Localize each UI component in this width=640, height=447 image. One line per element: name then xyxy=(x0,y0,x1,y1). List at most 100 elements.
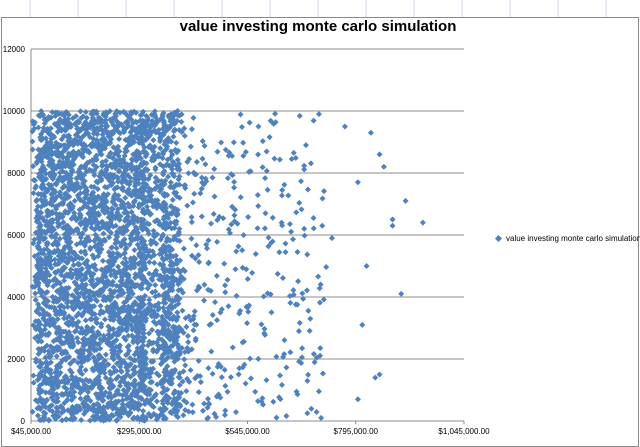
data-point xyxy=(214,238,221,245)
data-point xyxy=(120,126,127,133)
data-point xyxy=(52,234,59,241)
data-point xyxy=(134,215,141,222)
data-point xyxy=(59,290,66,297)
data-point xyxy=(104,361,111,368)
outlier-point xyxy=(398,290,405,297)
data-point xyxy=(113,332,120,339)
data-point xyxy=(149,326,156,333)
data-point xyxy=(82,382,89,389)
data-point xyxy=(34,228,41,235)
data-point xyxy=(254,225,261,232)
data-point xyxy=(47,381,54,388)
data-point xyxy=(88,206,95,213)
data-point xyxy=(68,397,75,404)
data-point xyxy=(226,230,233,237)
data-point xyxy=(90,413,97,420)
data-point xyxy=(128,111,135,118)
data-point xyxy=(129,127,136,134)
data-point xyxy=(112,222,119,229)
data-point xyxy=(301,232,308,239)
data-point xyxy=(152,164,159,171)
data-point xyxy=(98,307,105,314)
data-point xyxy=(176,225,183,232)
data-point xyxy=(41,193,48,200)
data-point xyxy=(81,335,88,342)
data-point xyxy=(106,416,113,423)
data-point xyxy=(71,293,78,300)
data-point xyxy=(78,417,85,424)
data-point xyxy=(74,183,81,190)
data-point xyxy=(111,163,118,170)
data-point xyxy=(45,330,52,337)
data-point xyxy=(39,215,46,222)
data-point xyxy=(198,213,205,220)
data-point xyxy=(68,158,75,165)
data-point xyxy=(277,372,284,379)
data-point xyxy=(71,328,78,335)
data-point xyxy=(30,240,37,247)
data-point xyxy=(76,255,83,262)
data-point xyxy=(140,136,147,143)
data-point xyxy=(96,248,103,255)
data-point xyxy=(38,330,45,337)
data-point xyxy=(56,235,63,242)
data-point xyxy=(52,270,59,277)
data-point xyxy=(114,119,121,126)
data-point xyxy=(167,380,174,387)
data-point xyxy=(71,389,78,396)
data-point xyxy=(181,356,188,363)
data-point xyxy=(109,350,116,357)
data-point xyxy=(240,139,247,146)
data-point xyxy=(195,357,202,364)
data-point xyxy=(174,206,181,213)
data-point xyxy=(160,231,167,238)
data-point xyxy=(82,163,89,170)
data-point xyxy=(239,247,246,254)
data-point xyxy=(65,250,72,257)
data-point xyxy=(85,199,92,206)
data-point xyxy=(254,191,261,198)
data-point xyxy=(79,230,86,237)
data-point xyxy=(146,374,153,381)
data-point xyxy=(164,126,171,133)
data-point xyxy=(109,382,116,389)
data-point xyxy=(229,344,236,351)
data-point xyxy=(145,230,152,237)
data-point xyxy=(263,377,270,384)
data-point xyxy=(154,381,161,388)
data-point xyxy=(268,239,275,246)
data-point xyxy=(179,307,186,314)
data-point xyxy=(103,206,110,213)
data-point xyxy=(235,243,242,250)
data-point xyxy=(211,193,218,200)
data-point xyxy=(75,310,82,317)
data-point xyxy=(140,362,147,369)
data-point xyxy=(83,203,90,210)
data-point xyxy=(37,395,44,402)
data-point xyxy=(123,180,130,187)
data-point xyxy=(33,207,40,214)
data-point xyxy=(121,266,128,273)
data-point xyxy=(185,170,192,177)
data-point xyxy=(35,124,42,131)
data-point xyxy=(130,337,137,344)
data-point xyxy=(76,261,83,268)
data-point xyxy=(48,402,55,409)
data-point xyxy=(170,128,177,135)
data-point xyxy=(35,245,42,252)
data-point xyxy=(209,174,216,181)
data-point xyxy=(169,166,176,173)
data-point xyxy=(101,357,108,364)
data-point xyxy=(118,242,125,249)
data-point xyxy=(178,111,185,118)
data-point xyxy=(127,140,134,147)
data-point xyxy=(104,403,111,410)
data-point xyxy=(169,266,176,273)
data-point xyxy=(75,125,82,132)
data-point xyxy=(74,335,81,342)
data-point xyxy=(129,258,136,265)
legend: value investing monte carlo simulation xyxy=(494,234,640,243)
data-point xyxy=(85,347,92,354)
data-point xyxy=(101,316,108,323)
data-point xyxy=(29,283,36,290)
